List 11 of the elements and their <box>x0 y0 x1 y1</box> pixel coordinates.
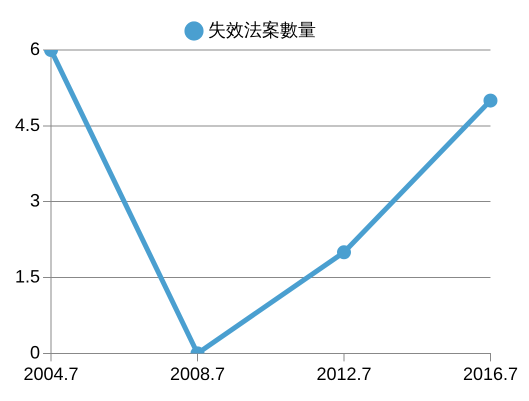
y-tick-label: 6 <box>30 38 40 59</box>
x-tick-label: 2004.7 <box>23 364 79 384</box>
legend-label: 失效法案數量 <box>208 20 316 40</box>
x-tick-label: 2012.7 <box>316 364 372 384</box>
point <box>336 245 351 260</box>
y-tick-label: 3 <box>30 190 40 211</box>
y-tick-label: 0 <box>30 342 40 362</box>
x-tick-label: 2008.7 <box>170 364 226 384</box>
x-tick-label: 2016.7 <box>462 364 518 384</box>
y-tick-label: 4.5 <box>14 114 40 135</box>
y-tick-label: 1.5 <box>14 266 40 287</box>
